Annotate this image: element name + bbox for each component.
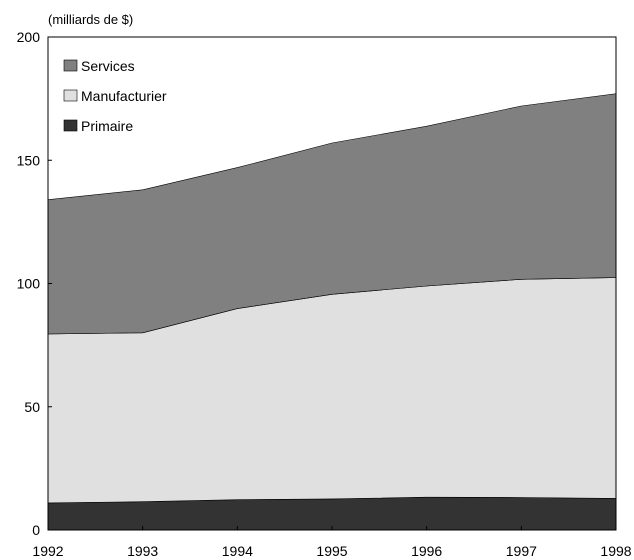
legend-swatch-manufacturier [63,89,78,102]
y-axis: 0 50 100 150 200 [17,29,52,538]
y-tick-label: 100 [17,276,41,292]
x-tick-label: 1992 [32,543,63,559]
legend-swatch-primaire [63,119,78,132]
legend-label-primaire: Primaire [81,118,133,134]
x-tick-label: 1997 [506,543,537,559]
y-tick-label: 200 [17,29,41,45]
legend-label-manufacturier: Manufacturier [81,88,167,104]
unit-label: (milliards de $) [48,12,133,27]
y-tick-label: 150 [17,152,41,168]
x-tick-label: 1993 [127,543,158,559]
x-axis: 1992 1993 1994 1995 1996 1997 1998 [32,526,632,559]
legend-label-services: Services [81,58,135,74]
x-tick-label: 1996 [411,543,442,559]
x-tick-label: 1995 [316,543,347,559]
y-tick-label: 0 [32,522,40,538]
legend: Services Manufacturier Primaire [63,58,167,134]
x-tick-label: 1994 [222,543,253,559]
area-layers [47,93,617,531]
x-tick-label: 1998 [600,543,631,559]
y-tick-label: 50 [24,399,40,415]
legend-swatch-services [63,59,78,72]
